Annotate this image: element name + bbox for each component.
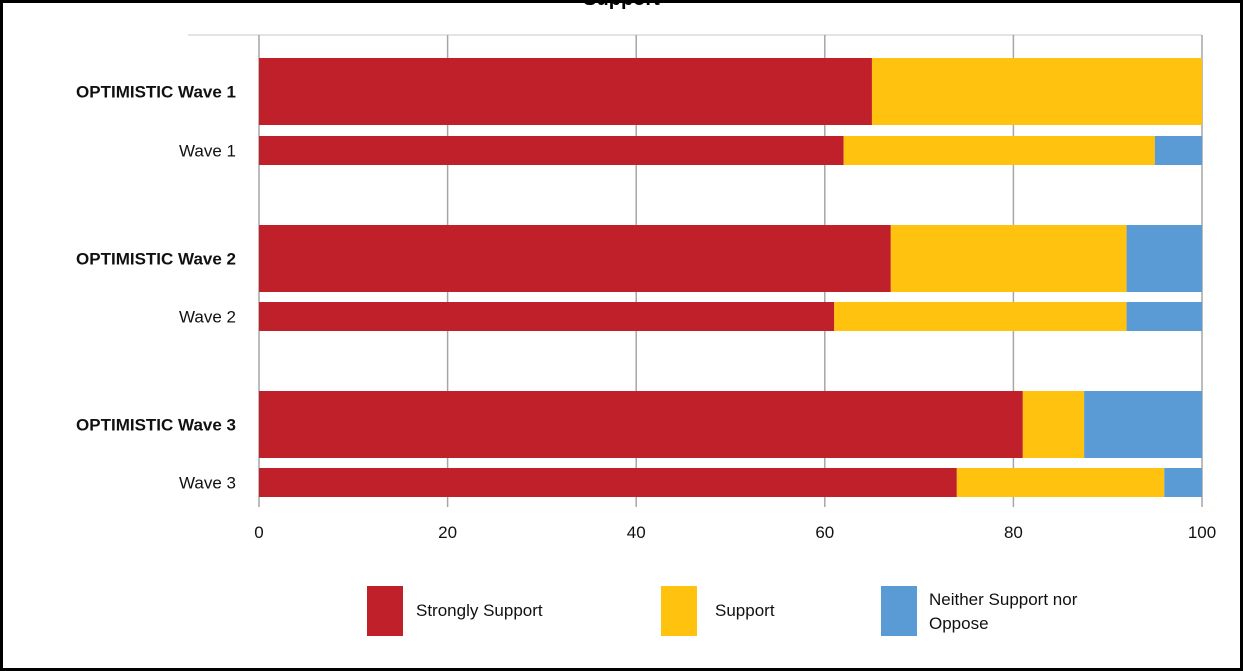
bar-segment	[1126, 225, 1202, 292]
category-label: OPTIMISTIC Wave 3	[76, 416, 236, 435]
x-axis-ticks: 0 20 40 60 80 100	[254, 523, 1216, 542]
bar-segment	[1022, 391, 1085, 458]
chart-title: Support	[3, 0, 1240, 9]
legend-swatch	[661, 586, 697, 636]
bar-segment	[834, 302, 1127, 331]
legend-label: Neither Support nor Oppose	[929, 590, 1078, 633]
bar-segment	[1126, 302, 1202, 331]
legend-swatch	[367, 586, 403, 636]
x-tick-label: 60	[815, 523, 834, 542]
category-label: OPTIMISTIC Wave 1	[76, 83, 236, 102]
bar-segment	[1164, 468, 1202, 497]
bar-segment	[259, 136, 844, 165]
bar-segment	[259, 391, 1023, 458]
bar-segments	[259, 58, 1202, 497]
legend-label: Support	[715, 601, 775, 620]
bar-segment	[843, 136, 1155, 165]
x-tick-label: 100	[1188, 523, 1216, 542]
x-tick-label: 80	[1004, 523, 1023, 542]
category-label: Wave 3	[179, 474, 236, 493]
category-labels: OPTIMISTIC Wave 1 Wave 1 OPTIMISTIC Wave 2…	[76, 83, 236, 493]
bar-segment	[1084, 391, 1202, 458]
category-label: Wave 2	[179, 308, 236, 327]
bar-segment	[259, 302, 835, 331]
bar-segment	[259, 58, 872, 125]
category-label: Wave 1	[179, 142, 236, 161]
bar-segment	[259, 468, 957, 497]
legend-label: Strongly Support	[416, 601, 543, 620]
legend-swatch	[881, 586, 917, 636]
x-tick-label: 40	[627, 523, 646, 542]
bar-segment	[259, 225, 891, 292]
bar-segment	[890, 225, 1127, 292]
bar-segment	[1154, 136, 1202, 165]
bar-segment	[871, 58, 1202, 125]
x-tick-label: 20	[438, 523, 457, 542]
bar-segment	[956, 468, 1165, 497]
category-label: OPTIMISTIC Wave 2	[76, 250, 236, 269]
x-tick-label: 0	[254, 523, 263, 542]
legend: Strongly Support Support Neither Support n…	[367, 586, 1078, 636]
